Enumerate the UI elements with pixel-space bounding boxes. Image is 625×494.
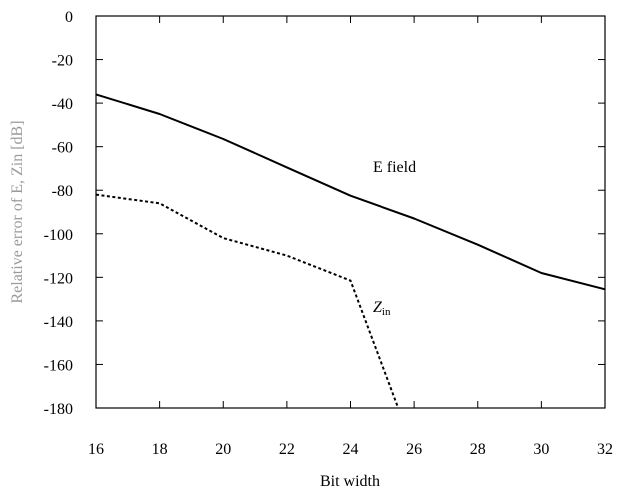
x-tick-label: 24 [343,441,359,458]
y-tick-label: -180 [44,401,73,418]
annotation-zin: Zin [373,299,391,318]
annotation-zin-sub: in [382,306,391,318]
annotation-e-field: E field [373,159,416,176]
y-tick-label: -20 [52,53,73,70]
x-tick-label: 32 [597,441,613,458]
x-tick-label: 30 [533,441,549,458]
annotation-zin-main: Z [373,299,383,316]
y-tick-label: 0 [65,9,73,26]
y-tick-label: -120 [44,270,73,287]
y-tick-label: -160 [44,357,73,374]
y-ticks: 0 -20 -40 -60 -80 -100 -120 -140 -160 -180 [44,9,605,418]
x-tick-label: 28 [470,441,486,458]
x-tick-label: 18 [152,441,168,458]
x-ticks: 16 18 20 22 24 26 28 30 32 [88,16,613,458]
x-axis-title: Bit width [320,473,380,490]
plot-frame [95,15,606,409]
y-tick-label: -60 [52,140,73,157]
x-tick-label: 26 [406,441,422,458]
y-tick-label: -40 [52,96,73,113]
y-axis-title: Relative error of E, Zin [dB] [9,120,26,303]
x-tick-label: 20 [215,441,231,458]
series-group [95,93,606,409]
y-tick-label: -100 [44,227,73,244]
x-tick-label: 22 [279,441,295,458]
x-tick-label: 16 [88,441,104,458]
y-tick-label: -80 [52,183,73,200]
series-line-1 [95,193,400,409]
y-tick-label: -140 [44,314,73,331]
series-line-0 [95,93,606,291]
